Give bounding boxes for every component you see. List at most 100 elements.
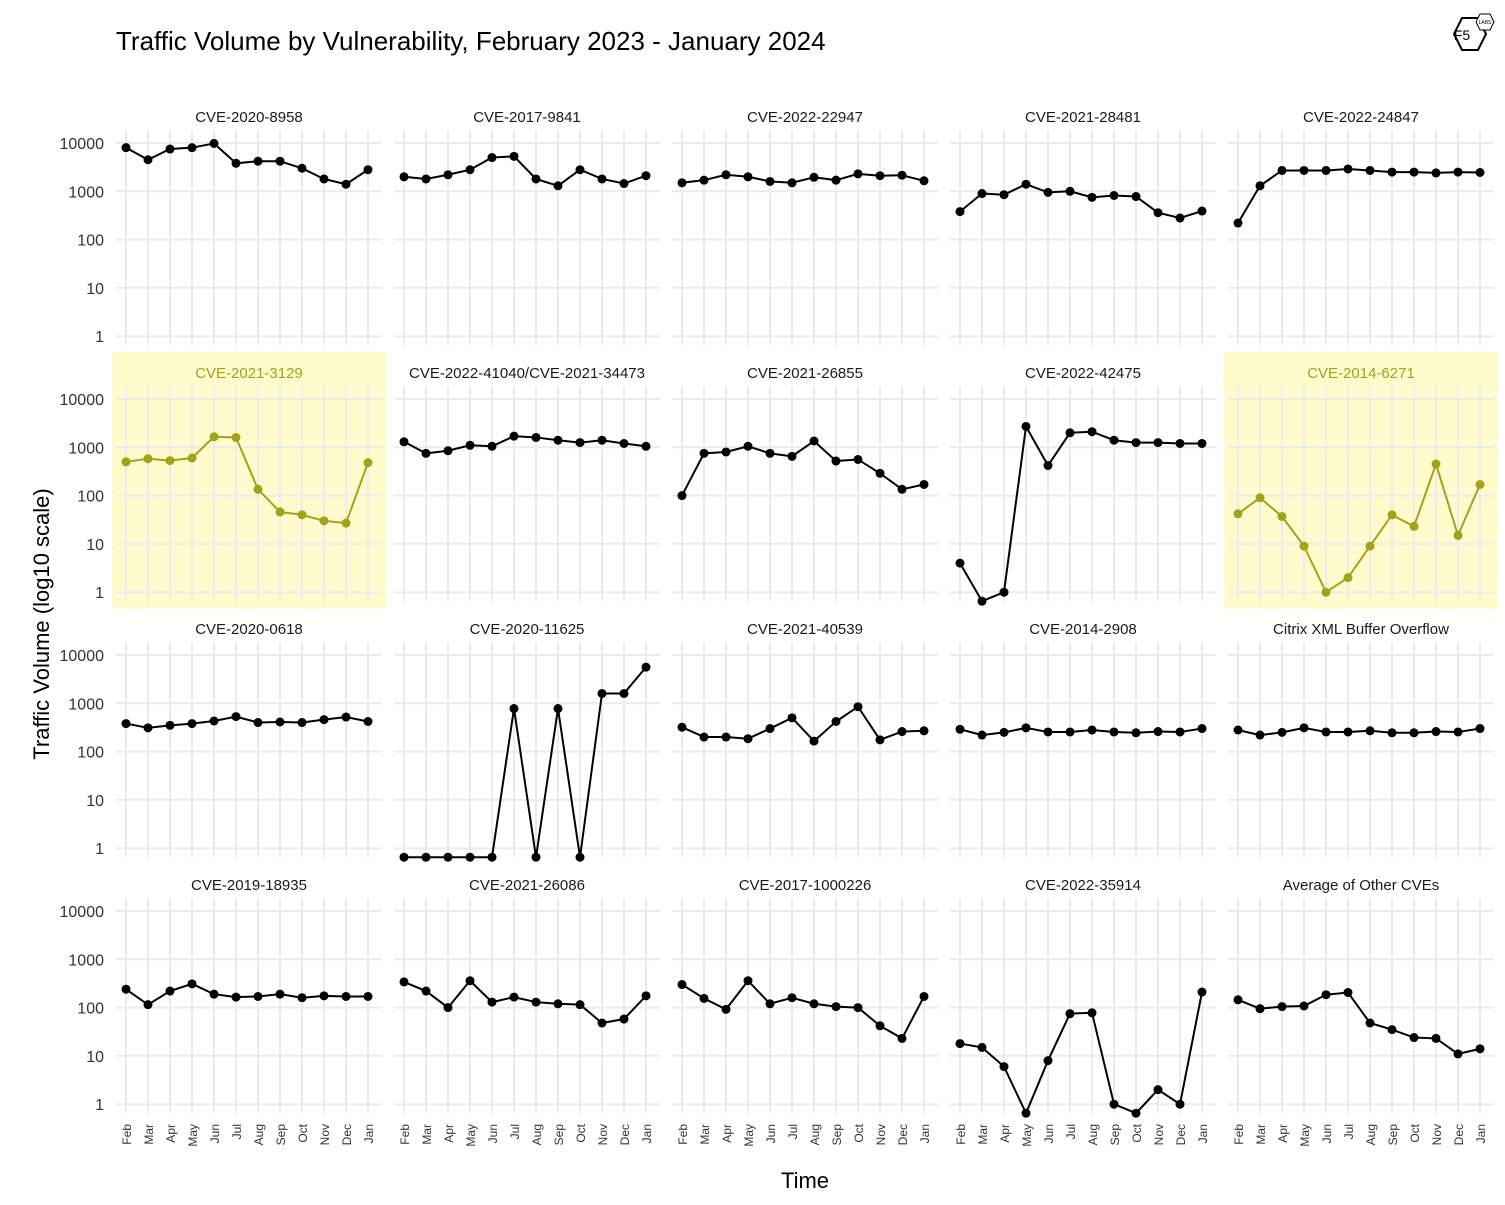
x-tick-label: Feb — [398, 1124, 412, 1145]
data-point — [1255, 181, 1265, 191]
data-point — [1365, 726, 1375, 736]
series-line — [1237, 460, 1481, 594]
x-tick-label: Apr — [442, 1124, 456, 1143]
panel-title: CVE-2014-6271 — [1307, 365, 1415, 382]
data-point — [165, 144, 175, 154]
data-point — [977, 189, 987, 199]
series-line — [681, 979, 925, 1040]
data-point — [187, 453, 197, 463]
data-point — [809, 736, 819, 746]
x-tick-label: Jul — [508, 1124, 522, 1139]
series-line — [403, 435, 647, 455]
data-point — [1453, 530, 1463, 540]
x-tick-label: Jan — [1196, 1124, 1210, 1143]
x-tick-label: Jun — [1320, 1124, 1334, 1143]
data-point — [955, 724, 965, 734]
data-point — [553, 704, 563, 714]
data-point — [1453, 167, 1463, 177]
data-point — [1153, 208, 1163, 218]
data-point — [999, 727, 1009, 737]
panel-title: CVE-2021-40539 — [747, 621, 863, 638]
data-point — [1175, 438, 1185, 448]
panel-title: CVE-2022-35914 — [1025, 877, 1141, 894]
data-point — [699, 993, 709, 1003]
data-point — [919, 176, 929, 186]
data-point — [1131, 192, 1141, 202]
data-point — [509, 151, 519, 161]
data-point — [575, 165, 585, 175]
data-point — [1299, 723, 1309, 733]
data-point — [743, 172, 753, 182]
x-tick-label: Sep — [552, 1124, 566, 1146]
x-tick-label: Dec — [1452, 1124, 1466, 1145]
data-point — [443, 170, 453, 180]
data-point — [319, 715, 329, 725]
data-point — [853, 169, 863, 179]
data-point — [641, 441, 651, 451]
x-tick-label: Jun — [1042, 1124, 1056, 1143]
series-line — [125, 715, 369, 729]
data-point — [1175, 213, 1185, 223]
data-point — [487, 441, 497, 451]
data-point — [1043, 460, 1053, 470]
data-point — [721, 1004, 731, 1014]
data-point — [1109, 190, 1119, 200]
series-line — [404, 666, 647, 859]
x-tick-label: Oct — [574, 1123, 588, 1142]
panel-title: CVE-2020-0618 — [195, 621, 303, 638]
logo-text: F5 — [1454, 27, 1471, 43]
data-point — [1021, 179, 1031, 189]
data-point — [399, 852, 409, 862]
panel-cve-2022-41040-cve-2021-34473: CVE-2022-41040/CVE-2021-34473 — [394, 365, 660, 601]
data-point — [1197, 438, 1207, 448]
y-tick-label: 1000 — [68, 184, 104, 201]
data-point — [1343, 727, 1353, 737]
data-point — [575, 1000, 585, 1010]
panel-cve-2020-11625: CVE-2020-11625 — [394, 621, 660, 862]
data-point — [977, 1042, 987, 1052]
data-point — [765, 448, 775, 458]
y-tick-label: 10 — [86, 281, 104, 298]
data-point — [165, 456, 175, 466]
data-point — [1343, 988, 1353, 998]
data-point — [1387, 728, 1397, 738]
data-point — [1197, 206, 1207, 216]
data-point — [1365, 1018, 1375, 1028]
data-point — [1475, 724, 1485, 734]
panel-title: CVE-2021-28481 — [1025, 109, 1141, 126]
data-point — [1343, 573, 1353, 583]
data-point — [619, 1014, 629, 1024]
x-tick-label: Jan — [640, 1124, 654, 1143]
x-tick-label: May — [464, 1124, 478, 1147]
panel-cve-2020-0618: CVE-2020-0618 1 10 100 1000 10000 — [60, 621, 382, 858]
panel-cve-2022-24847: CVE-2022-24847 — [1228, 109, 1494, 345]
data-point — [553, 435, 563, 445]
y-tick-label: 10000 — [60, 136, 105, 153]
panel-title: CVE-2021-3129 — [195, 365, 303, 382]
data-point — [297, 163, 307, 173]
data-point — [641, 991, 651, 1001]
data-point — [363, 458, 373, 468]
data-point — [509, 992, 519, 1002]
data-point — [1065, 1009, 1075, 1019]
series-line — [681, 439, 925, 497]
x-tick-label: Apr — [720, 1124, 734, 1143]
series-line — [681, 172, 925, 184]
data-point — [765, 176, 775, 186]
x-tick-label: Jun — [486, 1124, 500, 1143]
x-tick-label: Jan — [1474, 1124, 1488, 1143]
data-point — [743, 441, 753, 451]
data-point — [1021, 723, 1031, 733]
data-point — [531, 997, 541, 1007]
y-tick-label: 100 — [77, 489, 104, 506]
data-point — [1021, 1108, 1031, 1118]
data-point — [677, 178, 687, 188]
data-point — [209, 432, 219, 442]
data-point — [143, 723, 153, 733]
data-point — [275, 507, 285, 517]
data-point — [553, 181, 563, 191]
data-point — [121, 143, 131, 153]
data-point — [231, 432, 241, 442]
panel-cve-2022-22947: CVE-2022-22947 — [672, 109, 938, 345]
data-point — [1387, 1025, 1397, 1035]
